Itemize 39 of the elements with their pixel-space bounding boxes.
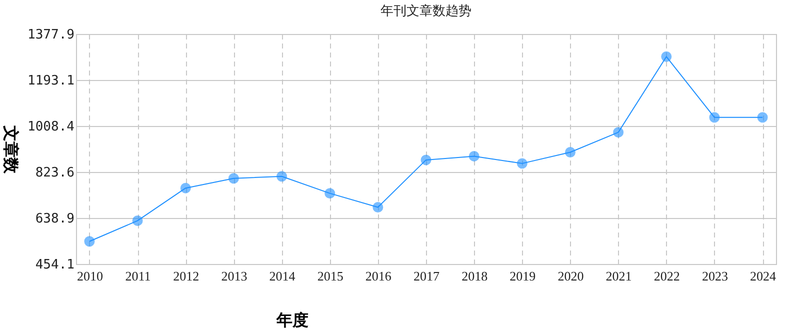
point bbox=[228, 173, 239, 184]
y-tick-label: 638.9 bbox=[35, 211, 74, 226]
x-tick-label: 2023 bbox=[702, 268, 728, 284]
point bbox=[372, 202, 384, 212]
x-axis-title: 年度 bbox=[276, 310, 308, 330]
point bbox=[709, 112, 720, 123]
point bbox=[613, 127, 624, 138]
x-tick-label: 2010 bbox=[76, 268, 103, 284]
point bbox=[324, 188, 336, 199]
point bbox=[420, 154, 432, 166]
point bbox=[661, 51, 672, 62]
y-tick-label: 823.6 bbox=[35, 166, 74, 181]
x-tick-label: 2012 bbox=[173, 268, 200, 284]
point bbox=[564, 147, 576, 158]
x-tick-label: 2020 bbox=[558, 268, 584, 284]
x-tick-label: 2019 bbox=[510, 268, 536, 284]
y-tick-label: 1193.1 bbox=[28, 74, 74, 89]
point bbox=[276, 171, 288, 182]
x-tick-label: 2014 bbox=[269, 268, 296, 284]
x-tick-label: 2017 bbox=[414, 268, 440, 284]
x-tick-label: 2011 bbox=[125, 268, 151, 284]
x-tick-label: 2018 bbox=[462, 268, 488, 284]
x-tick-label: 2024 bbox=[750, 268, 777, 284]
point bbox=[180, 182, 191, 194]
y-tick-label: 1008.4 bbox=[28, 119, 75, 134]
point bbox=[468, 150, 480, 162]
x-tick-label: 2021 bbox=[606, 268, 632, 284]
x-tick-label: 2015 bbox=[317, 268, 344, 284]
y-tick-label: 1377.9 bbox=[28, 28, 74, 42]
point bbox=[516, 158, 528, 169]
chart-title: 年刊文章数趋势 bbox=[380, 3, 472, 18]
point bbox=[84, 236, 95, 247]
x-tick-label: 2013 bbox=[221, 268, 248, 284]
y-tick-label: 454.1 bbox=[35, 258, 74, 272]
point bbox=[757, 112, 768, 123]
x-tick-label: 2016 bbox=[365, 268, 392, 284]
point bbox=[132, 215, 143, 226]
y-axis-title: 文章数 bbox=[2, 124, 20, 174]
x-tick-label: 2022 bbox=[654, 268, 680, 284]
